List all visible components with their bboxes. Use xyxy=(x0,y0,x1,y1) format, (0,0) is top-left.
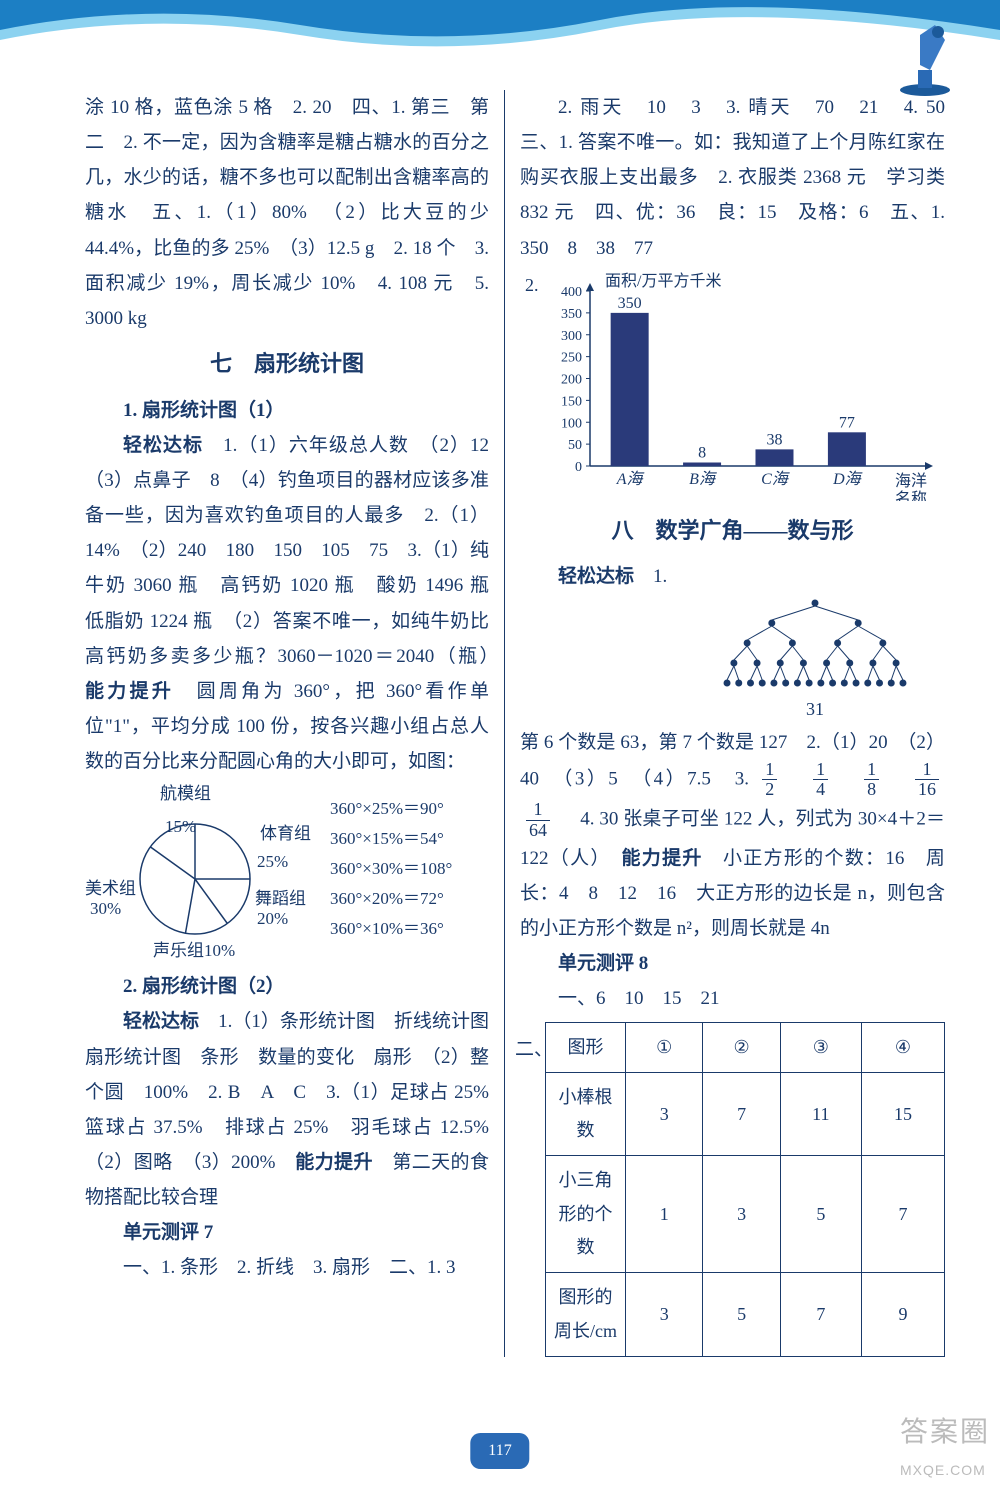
svg-text:面积/万平方千米: 面积/万平方千米 xyxy=(605,272,721,290)
svg-text:77: 77 xyxy=(839,414,855,431)
unit8-prefix: 二、 xyxy=(515,1032,553,1067)
tree-diagram: 31 xyxy=(720,595,920,725)
svg-text:50: 50 xyxy=(568,438,582,453)
section-7-title: 七 扇形统计图 xyxy=(85,344,489,385)
s1-body: 轻松达标 1.（1）六年级总人数 （2）12 （3）点鼻子 8 （4）钓鱼项目的… xyxy=(85,428,489,779)
unit7-title: 单元测评 7 xyxy=(85,1215,489,1250)
svg-text:400: 400 xyxy=(561,285,582,300)
wave-decoration xyxy=(0,0,1000,70)
svg-text:350: 350 xyxy=(561,307,582,322)
right-intro: 2. 雨天 10 3 3. 晴天 70 21 4. 50 三、1. 答案不唯一。… xyxy=(520,90,945,266)
svg-text:名称: 名称 xyxy=(895,490,927,501)
svg-text:15%: 15% xyxy=(165,817,196,836)
section-8-title: 八 数学广角——数与形 xyxy=(520,511,945,552)
s8-line1: 轻松达标 1. xyxy=(520,559,945,594)
svg-text:250: 250 xyxy=(561,350,582,365)
svg-text:100: 100 xyxy=(561,416,582,431)
svg-text:31: 31 xyxy=(806,699,824,719)
svg-text:200: 200 xyxy=(561,372,582,387)
svg-text:2.: 2. xyxy=(525,275,539,295)
svg-text:360°×25%＝90°: 360°×25%＝90° xyxy=(330,799,444,818)
pie-chart: 航模组 15% 体育组 25% 舞蹈组 20% 声乐组10% 美术组 30% 3… xyxy=(85,784,485,964)
label-qingsong: 轻松达标 xyxy=(123,435,203,456)
svg-text:D海: D海 xyxy=(832,470,863,488)
label-nengli: 能力提升 xyxy=(85,681,174,702)
unit7-body: 一、1. 条形 2. 折线 3. 扇形 二、1. 3 xyxy=(85,1250,489,1285)
subsection-2-title: 2. 扇形统计图（2） xyxy=(85,969,489,1004)
svg-text:360°×20%＝72°: 360°×20%＝72° xyxy=(330,889,444,908)
subsection-1-title: 1. 扇形统计图（1） xyxy=(85,393,489,428)
s8-body: 第 6 个数是 63，第 7 个数是 127 2.（1）20 （2）40 （3）… xyxy=(520,725,945,947)
svg-text:300: 300 xyxy=(561,328,582,343)
svg-text:20%: 20% xyxy=(257,909,288,928)
microscope-icon xyxy=(890,20,960,100)
watermark: 答案圈 MXQE.COM xyxy=(900,1406,990,1484)
svg-text:舞蹈组: 舞蹈组 xyxy=(255,889,306,908)
unit8-title: 单元测评 8 xyxy=(520,946,945,981)
svg-text:体育组: 体育组 xyxy=(260,824,311,843)
svg-text:360°×10%＝36°: 360°×10%＝36° xyxy=(330,919,444,938)
left-intro: 涂 10 格，蓝色涂 5 格 2. 20 四、1. 第三 第二 2. 不一定，因… xyxy=(85,90,489,336)
svg-text:0: 0 xyxy=(575,460,582,475)
svg-text:360°×15%＝54°: 360°×15%＝54° xyxy=(330,829,444,848)
svg-text:38: 38 xyxy=(766,431,782,448)
left-column: 涂 10 格，蓝色涂 5 格 2. 20 四、1. 第三 第二 2. 不一定，因… xyxy=(85,90,505,1357)
svg-text:航模组: 航模组 xyxy=(160,784,211,803)
s2-body: 轻松达标 1.（1）条形统计图 折线统计图 扇形统计图 条形 数量的变化 扇形 … xyxy=(85,1004,489,1215)
answer-table: 图形①②③④小棒根数371115小三角形的个数1357图形的周长/cm3579 xyxy=(545,1022,945,1357)
svg-text:B海: B海 xyxy=(689,470,717,488)
svg-text:海洋: 海洋 xyxy=(895,472,927,490)
page-number: 117 xyxy=(470,1433,529,1469)
svg-text:声乐组10%: 声乐组10% xyxy=(153,941,235,960)
svg-text:360°×30%＝108°: 360°×30%＝108° xyxy=(330,859,452,878)
svg-text:350: 350 xyxy=(618,295,642,312)
bar-chart: 2. 面积/万平方千米海洋名称 0 50 100 150 200 250 300 350 400 35… xyxy=(520,271,950,501)
svg-text:美术组: 美术组 xyxy=(85,879,136,898)
svg-text:A海: A海 xyxy=(616,470,645,488)
svg-text:30%: 30% xyxy=(90,899,121,918)
unit8-line1: 一、6 10 15 21 xyxy=(520,981,945,1016)
svg-text:C海: C海 xyxy=(761,470,790,488)
svg-text:8: 8 xyxy=(698,444,706,461)
svg-text:25%: 25% xyxy=(257,852,288,871)
svg-text:150: 150 xyxy=(561,394,582,409)
right-column: 2. 雨天 10 3 3. 晴天 70 21 4. 50 三、1. 答案不唯一。… xyxy=(505,90,945,1357)
